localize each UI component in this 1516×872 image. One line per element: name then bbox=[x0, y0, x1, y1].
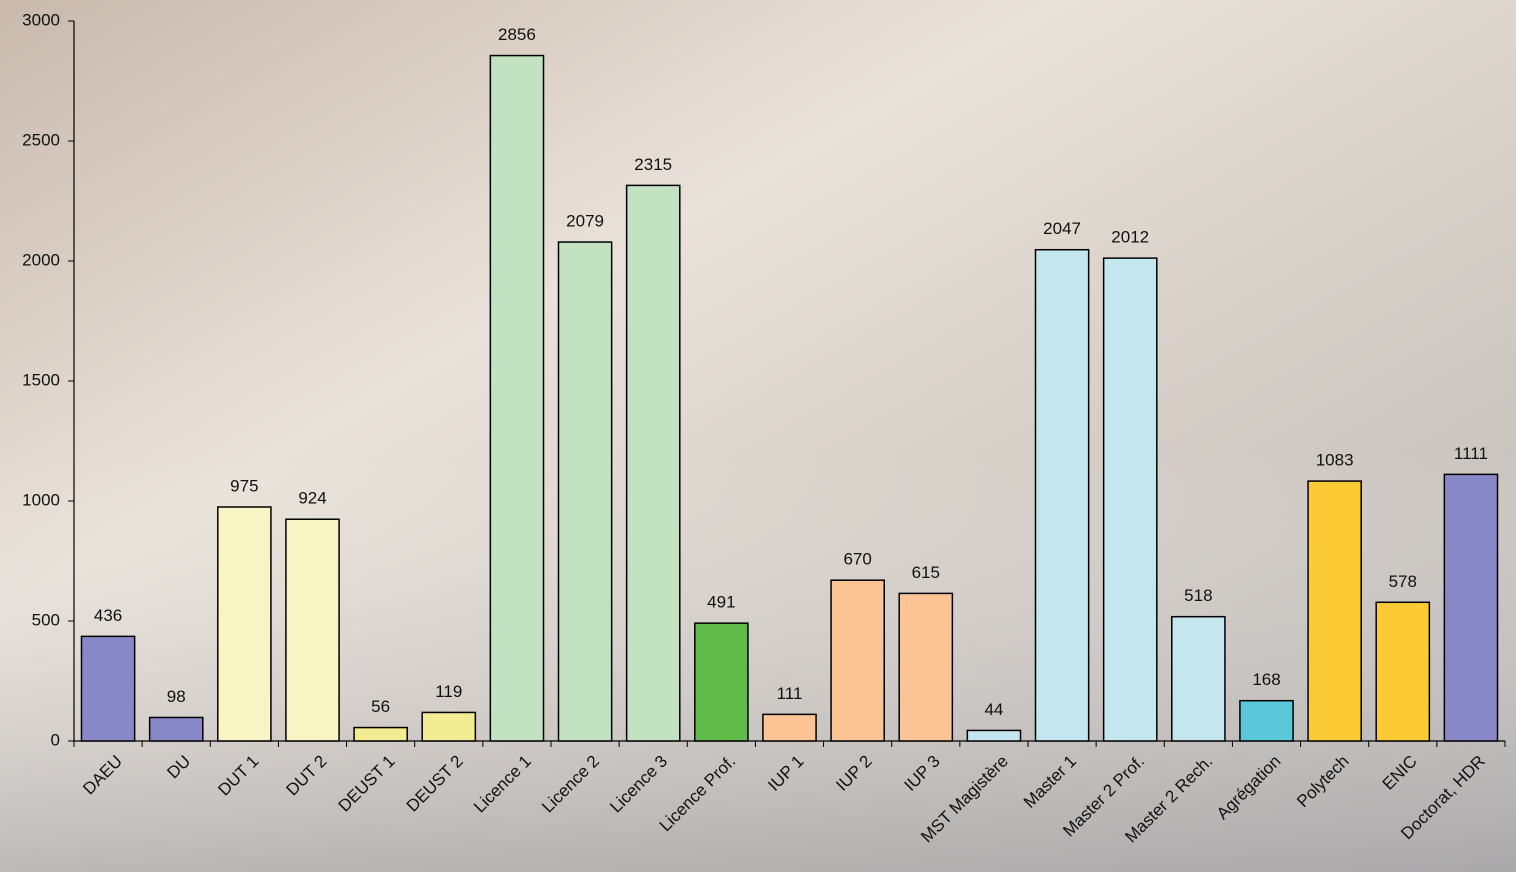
bar bbox=[1376, 602, 1429, 741]
value-label: 578 bbox=[1389, 572, 1417, 591]
bar bbox=[695, 623, 748, 741]
bar bbox=[967, 730, 1020, 741]
y-tick-label: 500 bbox=[32, 610, 60, 629]
bar bbox=[763, 714, 816, 741]
value-label: 670 bbox=[843, 550, 871, 569]
value-label: 975 bbox=[230, 476, 258, 495]
value-label: 518 bbox=[1184, 586, 1212, 605]
y-tick-label: 0 bbox=[51, 730, 60, 749]
value-label: 119 bbox=[435, 682, 462, 701]
bar bbox=[286, 519, 339, 741]
bar bbox=[218, 507, 271, 741]
y-tick-label: 1500 bbox=[22, 370, 60, 389]
bar bbox=[354, 728, 407, 741]
value-label: 924 bbox=[298, 489, 326, 508]
value-label: 491 bbox=[707, 593, 735, 612]
bar bbox=[1104, 258, 1157, 741]
value-label: 168 bbox=[1252, 670, 1280, 689]
bar bbox=[490, 56, 543, 741]
bar bbox=[81, 636, 134, 741]
bar bbox=[1444, 474, 1497, 741]
value-label: 436 bbox=[94, 606, 122, 625]
bar bbox=[899, 593, 952, 741]
value-label: 111 bbox=[777, 684, 803, 703]
bar bbox=[422, 712, 475, 741]
bar bbox=[831, 580, 884, 741]
y-tick-label: 2000 bbox=[22, 250, 60, 269]
bar bbox=[1308, 481, 1361, 741]
value-label: 98 bbox=[167, 687, 186, 706]
bar bbox=[627, 185, 680, 741]
value-label: 1083 bbox=[1316, 451, 1354, 470]
y-tick-label: 3000 bbox=[22, 10, 60, 29]
bar bbox=[558, 242, 611, 741]
value-label: 2079 bbox=[566, 212, 604, 231]
bar bbox=[1035, 250, 1088, 741]
value-label: 1111 bbox=[1454, 444, 1488, 463]
value-label: 2856 bbox=[498, 25, 536, 44]
value-label: 44 bbox=[984, 700, 1003, 719]
bar bbox=[1172, 617, 1225, 741]
value-label: 2047 bbox=[1043, 219, 1081, 238]
bar bbox=[1240, 701, 1293, 741]
value-label: 2012 bbox=[1111, 228, 1149, 247]
chart: 050010001500200025003000436DAEU98DU975DU… bbox=[0, 0, 1516, 872]
bar bbox=[150, 717, 203, 741]
value-label: 2315 bbox=[634, 155, 672, 174]
y-tick-label: 1000 bbox=[22, 490, 60, 509]
value-label: 615 bbox=[912, 563, 940, 582]
y-tick-label: 2500 bbox=[22, 130, 60, 149]
value-label: 56 bbox=[371, 697, 390, 716]
